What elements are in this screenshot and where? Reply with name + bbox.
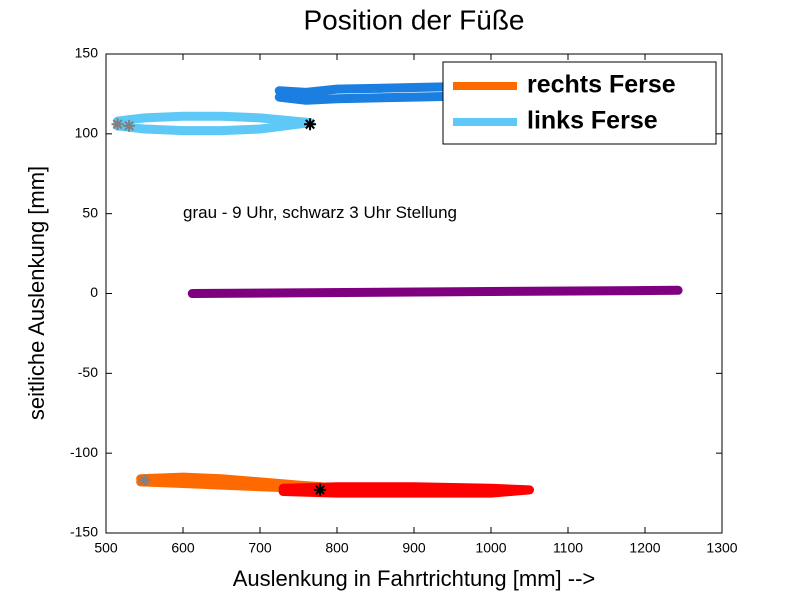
x-tick-label: 500 — [94, 540, 118, 556]
marker — [138, 474, 151, 487]
y-tick-label: 50 — [82, 204, 98, 220]
legend-box — [442, 61, 717, 145]
y-tick-label: 100 — [75, 125, 99, 141]
y-tick-label: -50 — [78, 364, 98, 380]
annotation: grau - 9 Uhr, schwarz 3 Uhr Stellung — [183, 203, 457, 222]
x-tick-label: 600 — [171, 540, 195, 556]
x-axis-label: Auslenkung in Fahrtrichtung [mm] --> — [233, 566, 596, 591]
marker — [304, 118, 317, 131]
x-tick-label: 800 — [325, 540, 349, 556]
y-tick-label: 150 — [75, 45, 99, 61]
x-tick-label: 1100 — [553, 540, 583, 556]
legend: rechts Ferse links Ferse — [442, 61, 717, 145]
chart-title: Position der Füße — [304, 4, 525, 35]
legend-label: rechts Ferse — [527, 71, 676, 99]
marker — [123, 119, 136, 132]
x-tick-label: 900 — [402, 540, 426, 556]
marker — [314, 483, 327, 496]
series-line — [187, 285, 683, 298]
series-line — [278, 482, 534, 498]
marker — [111, 118, 124, 131]
y-tick-label: 0 — [90, 284, 98, 300]
y-axis-label: seitliche Auslenkung [mm] — [24, 166, 49, 420]
legend-label: links Ferse — [527, 107, 658, 135]
x-tick-label: 1200 — [629, 540, 660, 556]
y-tick-label: -100 — [70, 444, 98, 460]
y-tick-label: -150 — [70, 524, 98, 540]
x-tick-label: 1000 — [475, 540, 506, 556]
x-tick-label: 1300 — [706, 540, 737, 556]
x-tick-label: 700 — [248, 540, 272, 556]
